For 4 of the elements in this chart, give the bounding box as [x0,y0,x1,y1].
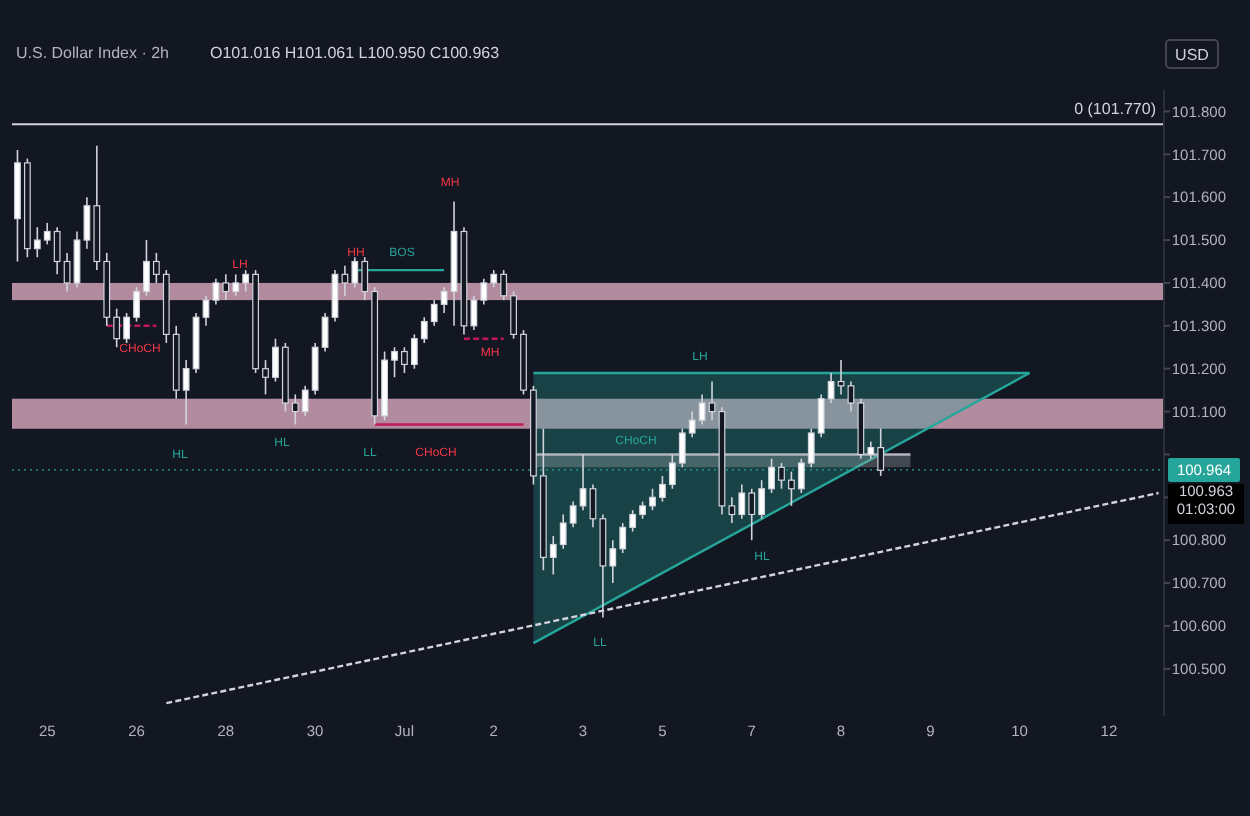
ref-line-label: 0 (101.770) [1074,100,1157,119]
chart-title: U.S. Dollar Index · 2h [16,44,169,62]
y-axis-title: USD [1175,46,1210,64]
chart-subtitle: O101.016 H101.061 L100.950 C100.963 [210,44,501,62]
